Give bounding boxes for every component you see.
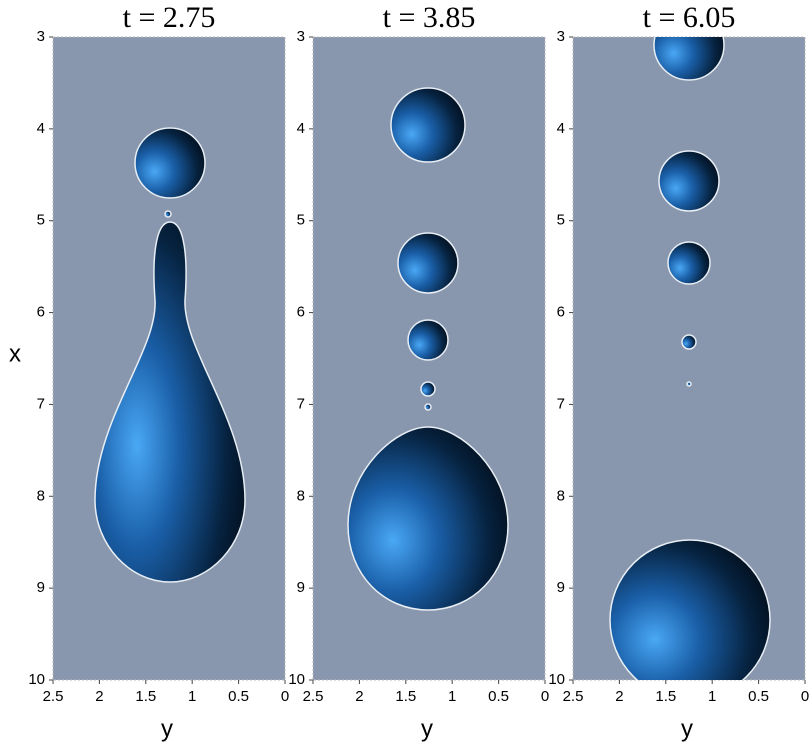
x-tick-label: 0 [801, 688, 809, 705]
drop [398, 233, 458, 293]
x-axis-label: y [681, 715, 693, 742]
x-tick-label: 2 [615, 688, 623, 705]
figure: t = 2.752.521.510.50345678910yxt = 3.852… [0, 0, 809, 745]
panel-title: t = 3.85 [383, 1, 476, 34]
x-tick-label: 2.5 [303, 688, 324, 705]
x-tick-label: 1.5 [655, 688, 676, 705]
y-tick-label: 6 [297, 304, 305, 321]
y-tick-label: 5 [297, 212, 305, 229]
x-tick-label: 1 [448, 688, 456, 705]
drop [425, 404, 431, 410]
x-tick-label: 2 [95, 688, 103, 705]
y-tick-label: 6 [557, 304, 565, 321]
y-tick-label: 8 [297, 487, 305, 504]
y-tick-label: 7 [37, 395, 45, 412]
y-tick-label: 4 [557, 120, 565, 137]
x-tick-label: 1 [188, 688, 196, 705]
drop [421, 382, 435, 396]
drop [391, 88, 465, 162]
drop [687, 382, 691, 386]
y-tick-label: 4 [37, 120, 45, 137]
y-tick-label: 3 [37, 28, 45, 45]
drop [135, 128, 205, 198]
y-tick-label: 10 [28, 671, 45, 688]
x-tick-label: 1 [708, 688, 716, 705]
x-tick-label: 2 [355, 688, 363, 705]
drop [668, 242, 710, 284]
y-tick-label: 6 [37, 304, 45, 321]
drop [165, 211, 171, 217]
y-axis-label: x [9, 340, 21, 367]
drop [408, 320, 448, 360]
x-tick-label: 0 [541, 688, 549, 705]
drop [682, 335, 696, 349]
y-tick-label: 5 [37, 212, 45, 229]
y-tick-label: 7 [557, 395, 565, 412]
y-tick-label: 9 [37, 579, 45, 596]
y-tick-label: 8 [37, 487, 45, 504]
panel-title: t = 2.75 [123, 1, 216, 34]
x-tick-label: 0 [281, 688, 289, 705]
x-tick-label: 2.5 [563, 688, 584, 705]
x-axis-label: y [161, 715, 173, 742]
y-tick-label: 8 [557, 487, 565, 504]
x-tick-label: 1.5 [135, 688, 156, 705]
drop [659, 151, 719, 211]
x-axis-label: y [421, 715, 433, 742]
y-tick-label: 10 [548, 671, 565, 688]
drop [610, 540, 770, 700]
x-tick-label: 0.5 [488, 688, 509, 705]
y-tick-label: 5 [557, 212, 565, 229]
y-tick-label: 3 [297, 28, 305, 45]
x-tick-label: 0.5 [748, 688, 769, 705]
y-tick-label: 9 [297, 579, 305, 596]
y-tick-label: 7 [297, 395, 305, 412]
y-tick-label: 9 [557, 579, 565, 596]
y-tick-label: 3 [557, 28, 565, 45]
x-tick-label: 2.5 [43, 688, 64, 705]
x-tick-label: 0.5 [228, 688, 249, 705]
panel-title: t = 6.05 [643, 1, 736, 34]
y-tick-label: 4 [297, 120, 305, 137]
x-tick-label: 1.5 [395, 688, 416, 705]
y-tick-label: 10 [288, 671, 305, 688]
